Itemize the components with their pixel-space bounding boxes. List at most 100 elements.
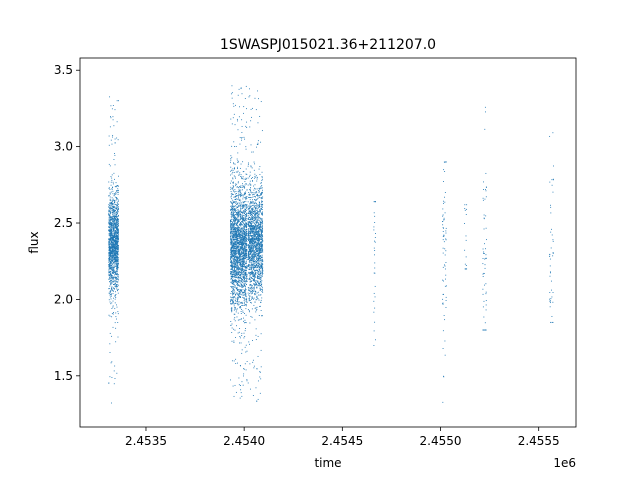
data-point [246,204,248,206]
data-point [258,191,260,193]
data-point [114,234,116,236]
data-point [116,269,118,271]
data-point [112,218,114,220]
data-point [117,240,119,242]
data-point [249,194,251,196]
data-point [235,294,236,296]
data-point [112,249,114,251]
data-point [230,273,232,275]
data-point [257,240,259,242]
data-point [240,246,242,248]
data-point [233,280,235,282]
data-point [250,280,252,282]
data-point [114,249,116,251]
data-point [109,219,111,221]
data-point [109,206,111,208]
data-point [230,93,232,95]
data-point [260,310,262,311]
data-point [230,248,232,250]
data-point [239,223,241,225]
data-point [242,270,244,272]
data-point [243,265,245,267]
data-point [253,246,255,248]
data-point [234,251,236,253]
data-point [242,252,244,254]
data-point [253,258,255,260]
data-point [234,258,235,260]
data-point [237,228,239,230]
data-point [248,298,250,299]
data-point [112,198,114,200]
data-point [239,229,241,231]
data-point [113,241,115,243]
data-point [117,263,119,265]
data-point [240,208,241,210]
data-point [230,254,232,256]
data-point [115,231,117,233]
data-point [241,176,243,178]
data-point [237,265,239,267]
data-point [113,288,115,290]
data-point [111,218,113,219]
data-point [261,273,263,275]
data-point [116,244,118,246]
data-point [258,231,260,233]
data-point [235,276,237,278]
data-point [259,220,261,222]
data-point [241,251,242,253]
data-point [116,229,118,231]
data-point [242,240,244,242]
data-point [258,229,260,231]
data-point [109,294,111,296]
data-point [245,173,247,175]
data-point [242,241,244,243]
data-point [244,186,246,188]
data-point [253,222,255,224]
data-point [243,373,245,375]
data-point [242,249,244,250]
data-point [108,271,110,273]
data-point [232,236,234,237]
data-point [253,255,255,257]
data-point [237,198,239,200]
data-point [111,229,112,231]
data-point [239,186,241,188]
data-point [252,194,253,196]
data-point [251,228,253,230]
data-point [114,298,116,300]
data-point [116,237,118,238]
data-point [251,232,253,234]
data-point [111,241,113,243]
data-point [243,294,245,296]
data-point [112,272,114,274]
data-point [113,274,115,276]
data-point [260,349,262,351]
data-point [251,285,253,287]
data-point [243,240,245,242]
data-point [237,266,239,268]
data-point [257,207,259,209]
data-point [247,177,249,179]
data-point [238,279,240,281]
data-point [239,261,240,263]
data-point [235,219,237,221]
data-point [237,198,239,200]
data-point [116,255,118,257]
data-point [111,267,113,269]
data-point [250,263,252,265]
data-point [258,203,260,205]
data-point [110,105,112,107]
data-point [113,264,115,266]
data-point [239,279,241,281]
data-point [112,235,114,237]
data-point [240,266,242,268]
data-point [231,340,233,342]
data-point [114,286,116,288]
data-point [111,290,113,291]
data-point [240,176,242,177]
data-point [243,305,245,306]
data-point [238,236,240,238]
data-point [115,278,116,280]
data-point [230,241,232,243]
data-point [238,276,240,278]
